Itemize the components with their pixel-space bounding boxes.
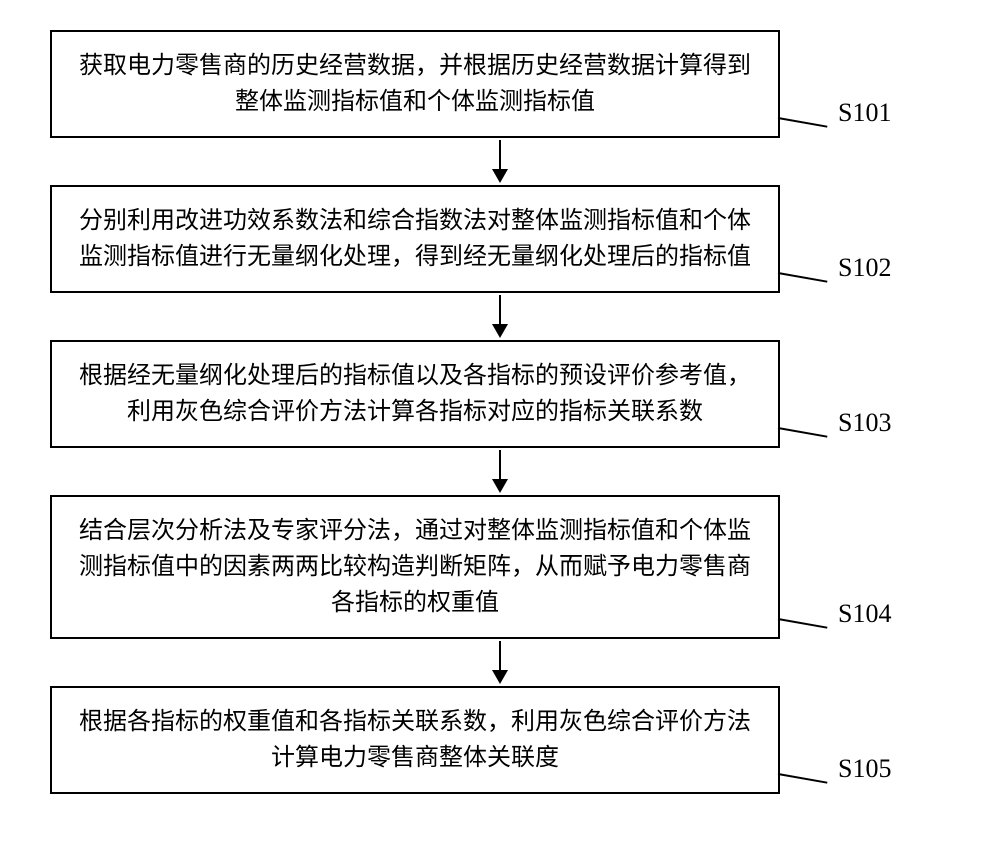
flowchart-container: 获取电力零售商的历史经营数据，并根据历史经营数据计算得到整体监测指标值和个体监测… bbox=[50, 30, 950, 794]
step-text-2: 分别利用改进功效系数法和综合指数法对整体监测指标值和个体监测指标值进行无量纲化处… bbox=[79, 208, 751, 270]
label-wrapper-5: S105 bbox=[778, 754, 891, 784]
arrow-4 bbox=[135, 641, 865, 684]
step-box-5: 根据各指标的权重值和各指标关联系数，利用灰色综合评价方法计算电力零售商整体关联度 bbox=[50, 686, 780, 794]
step-text-3: 根据经无量纲化处理后的指标值以及各指标的预设评价参考值，利用灰色综合评价方法计算… bbox=[79, 363, 751, 425]
step-row-4: 结合层次分析法及专家评分法，通过对整体监测指标值和个体监测指标值中的因素两两比较… bbox=[50, 495, 950, 639]
connector-line-1 bbox=[778, 117, 828, 128]
step-text-1: 获取电力零售商的历史经营数据，并根据历史经营数据计算得到整体监测指标值和个体监测… bbox=[79, 53, 751, 115]
step-row-2: 分别利用改进功效系数法和综合指数法对整体监测指标值和个体监测指标值进行无量纲化处… bbox=[50, 185, 950, 293]
step-box-1: 获取电力零售商的历史经营数据，并根据历史经营数据计算得到整体监测指标值和个体监测… bbox=[50, 30, 780, 138]
label-wrapper-4: S104 bbox=[778, 599, 891, 629]
step-label-4: S104 bbox=[838, 599, 891, 629]
step-label-1: S101 bbox=[838, 98, 891, 128]
arrow-2 bbox=[135, 295, 865, 338]
label-wrapper-1: S101 bbox=[778, 98, 891, 128]
connector-line-3 bbox=[778, 427, 828, 438]
arrow-line-1 bbox=[499, 140, 501, 170]
label-wrapper-3: S103 bbox=[778, 408, 891, 438]
connector-line-4 bbox=[778, 618, 828, 629]
step-row-5: 根据各指标的权重值和各指标关联系数，利用灰色综合评价方法计算电力零售商整体关联度… bbox=[50, 686, 950, 794]
step-label-3: S103 bbox=[838, 408, 891, 438]
arrow-head-1 bbox=[492, 169, 508, 183]
arrow-line-3 bbox=[499, 450, 501, 480]
arrow-1 bbox=[135, 140, 865, 183]
connector-line-5 bbox=[778, 773, 828, 784]
step-row-3: 根据经无量纲化处理后的指标值以及各指标的预设评价参考值，利用灰色综合评价方法计算… bbox=[50, 340, 950, 448]
step-text-5: 根据各指标的权重值和各指标关联系数，利用灰色综合评价方法计算电力零售商整体关联度 bbox=[79, 709, 751, 771]
step-label-5: S105 bbox=[838, 754, 891, 784]
step-box-2: 分别利用改进功效系数法和综合指数法对整体监测指标值和个体监测指标值进行无量纲化处… bbox=[50, 185, 780, 293]
step-row-1: 获取电力零售商的历史经营数据，并根据历史经营数据计算得到整体监测指标值和个体监测… bbox=[50, 30, 950, 138]
arrow-line-2 bbox=[499, 295, 501, 325]
arrow-head-3 bbox=[492, 479, 508, 493]
arrow-3 bbox=[135, 450, 865, 493]
arrow-line-4 bbox=[499, 641, 501, 671]
step-box-3: 根据经无量纲化处理后的指标值以及各指标的预设评价参考值，利用灰色综合评价方法计算… bbox=[50, 340, 780, 448]
arrow-head-4 bbox=[492, 670, 508, 684]
label-wrapper-2: S102 bbox=[778, 253, 891, 283]
arrow-head-2 bbox=[492, 324, 508, 338]
step-text-4: 结合层次分析法及专家评分法，通过对整体监测指标值和个体监测指标值中的因素两两比较… bbox=[79, 518, 751, 616]
step-box-4: 结合层次分析法及专家评分法，通过对整体监测指标值和个体监测指标值中的因素两两比较… bbox=[50, 495, 780, 639]
connector-line-2 bbox=[778, 272, 828, 283]
step-label-2: S102 bbox=[838, 253, 891, 283]
